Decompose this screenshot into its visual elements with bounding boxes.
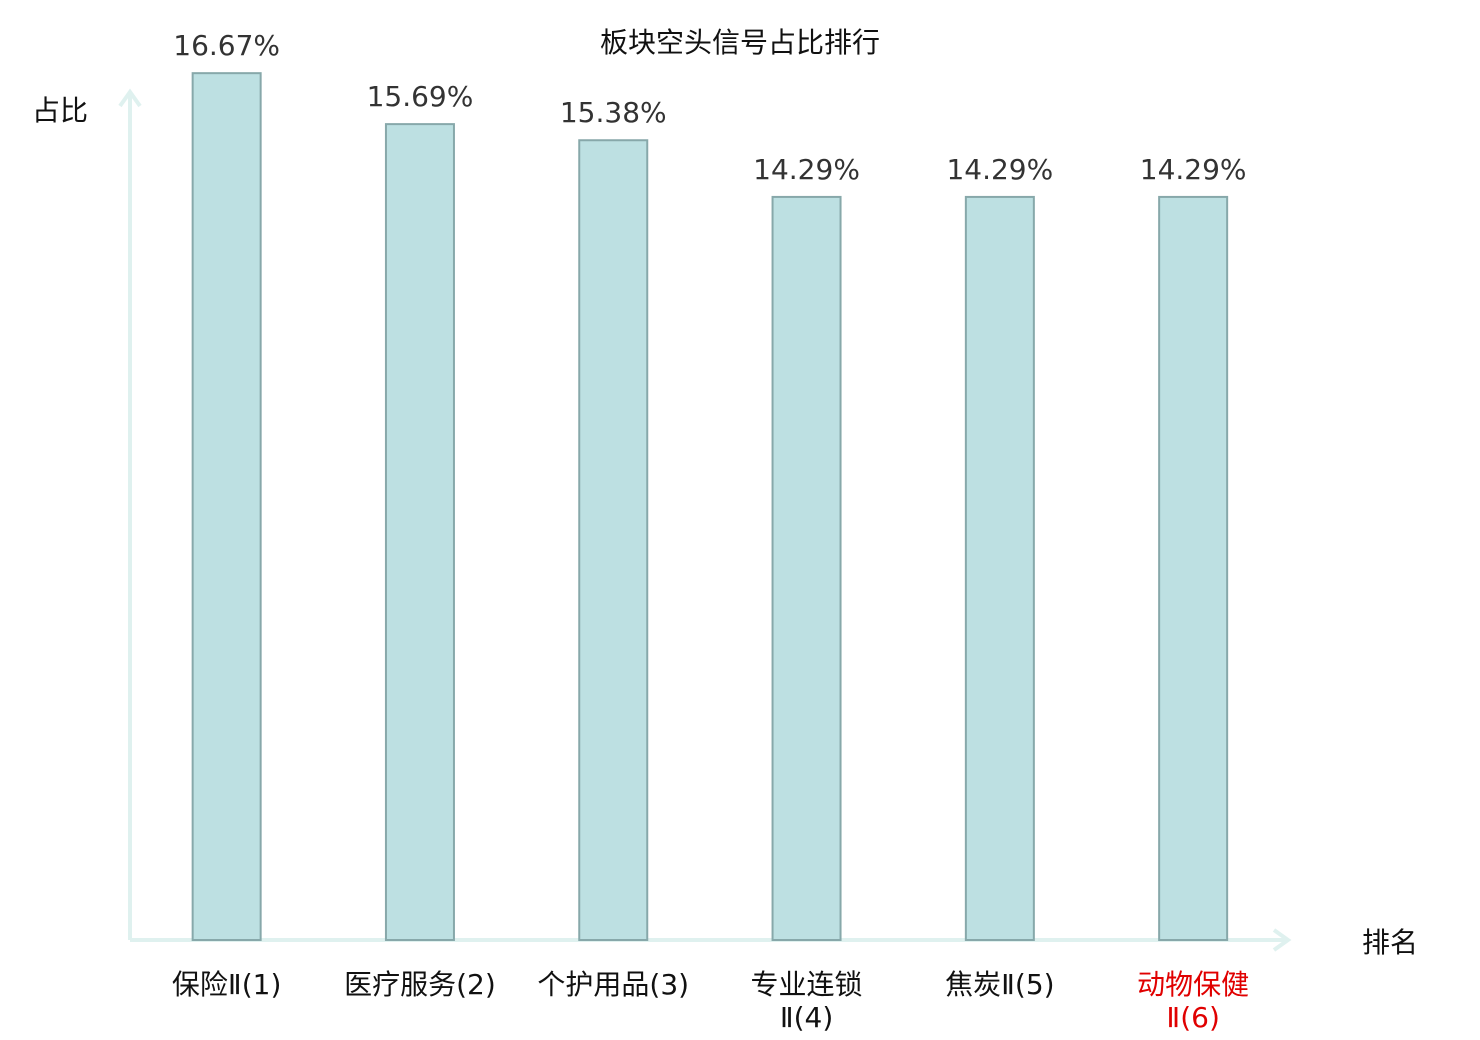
bar	[578, 139, 649, 942]
x-tick-label: Ⅱ(6)	[1166, 1001, 1219, 1034]
bar-value-label: 14.29%	[753, 153, 860, 186]
bar	[771, 195, 842, 942]
x-tick-label: 个护用品(3)	[537, 968, 689, 1001]
bar-value-label: 15.69%	[367, 80, 474, 113]
x-tick-label: 焦炭Ⅱ(5)	[945, 968, 1054, 1001]
x-tick-label: 专业连锁	[751, 968, 863, 1001]
x-tick-label: 医疗服务(2)	[344, 968, 496, 1001]
bar-value-label: 14.29%	[946, 153, 1053, 186]
x-tick-label: 保险Ⅱ(1)	[172, 968, 281, 1001]
bar-value-label: 14.29%	[1140, 153, 1247, 186]
y-axis-arrow	[118, 88, 142, 108]
bar	[964, 195, 1035, 942]
bar	[1158, 195, 1229, 942]
x-axis-label: 排名	[1362, 926, 1418, 959]
x-axis-arrow	[1272, 928, 1292, 952]
bar-value-label: 16.67%	[173, 29, 280, 62]
bar-value-label: 15.38%	[560, 96, 667, 129]
x-tick-label: Ⅱ(4)	[780, 1001, 833, 1034]
x-tick-label: 动物保健	[1137, 968, 1249, 1001]
y-axis-label: 占比	[32, 94, 88, 127]
bar	[191, 72, 262, 942]
bar	[384, 123, 455, 942]
value-labels-group: 16.67% 15.69% 15.38% 14.29% 14.29% 14.29%	[173, 29, 1246, 186]
chart-title: 板块空头信号占比排行	[600, 26, 880, 59]
bars-group	[191, 72, 1229, 942]
